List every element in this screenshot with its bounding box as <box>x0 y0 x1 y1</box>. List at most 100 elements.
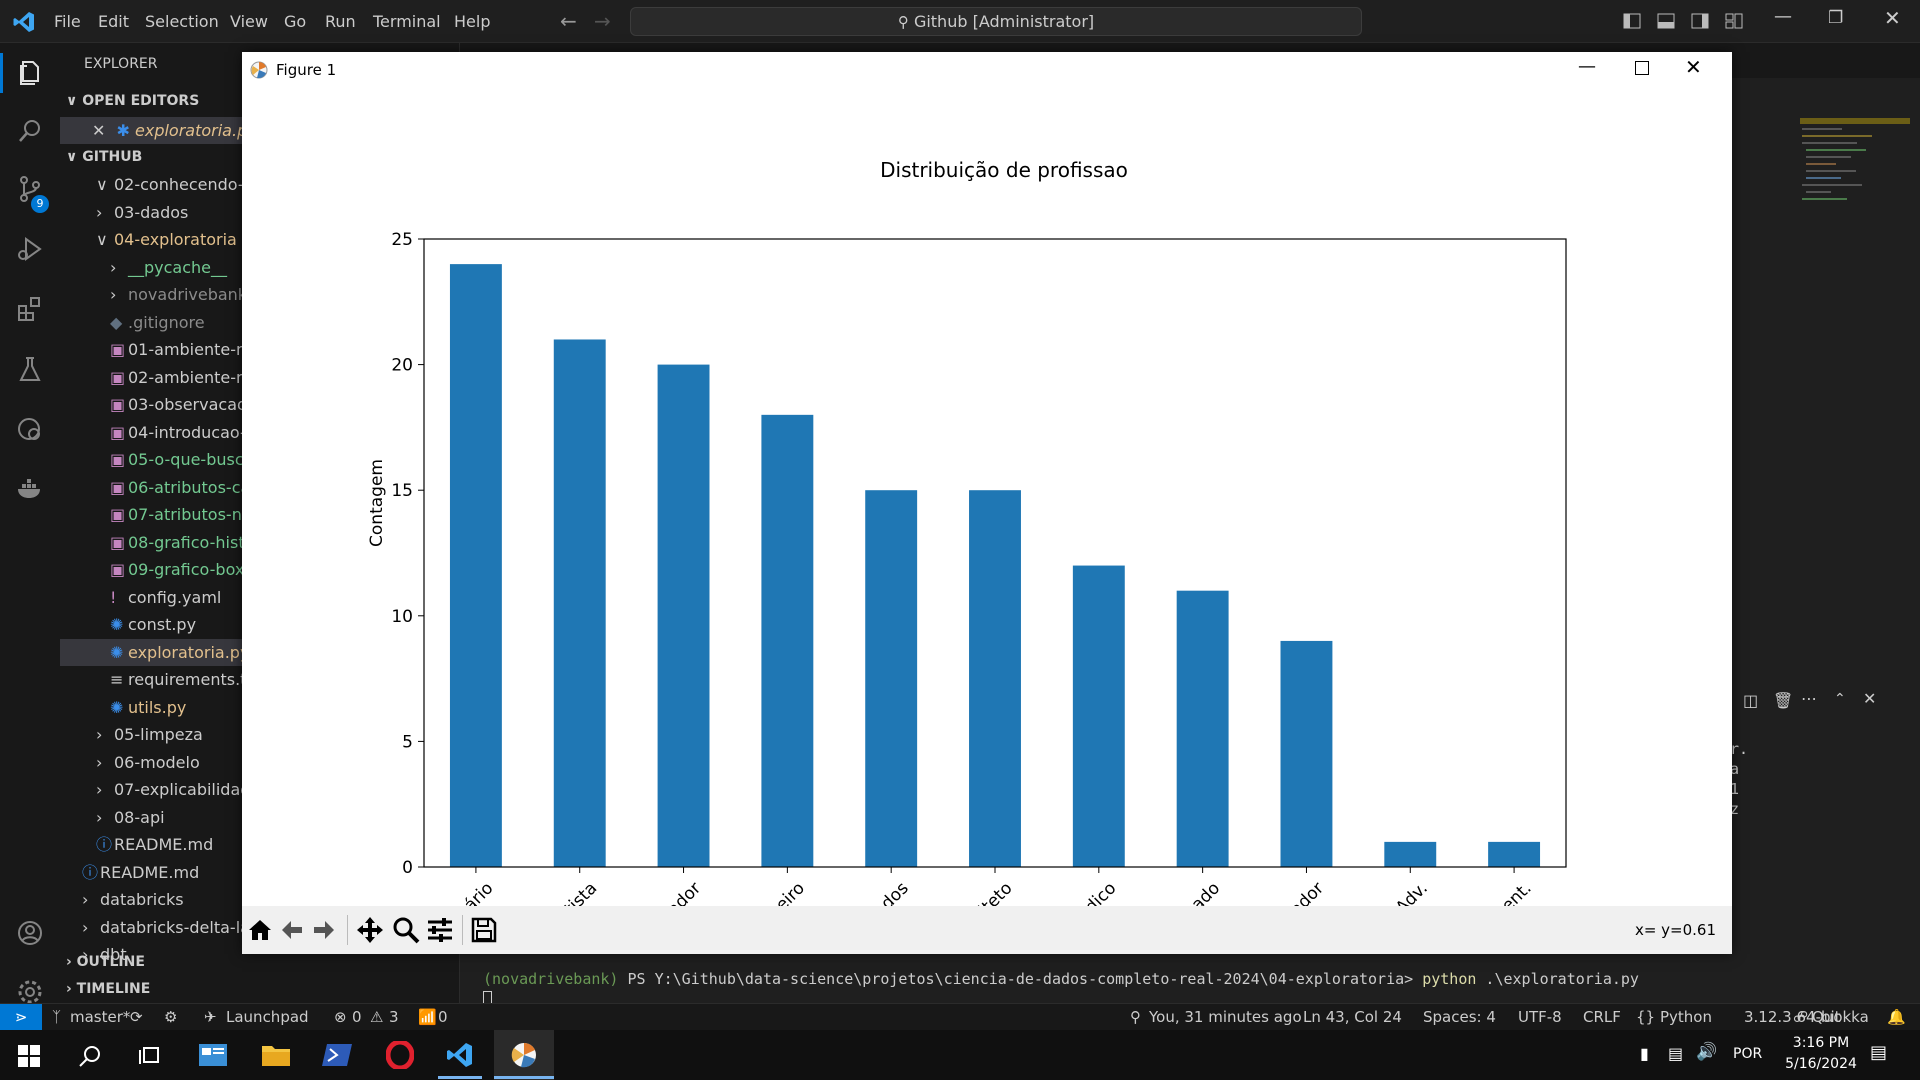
more-actions-icon[interactable]: ⋯ <box>1801 689 1817 708</box>
search-icon[interactable] <box>10 111 50 151</box>
ports-icon[interactable]: 📶 <box>418 1008 437 1026</box>
minimize-icon[interactable]: — <box>1774 6 1792 27</box>
cursor-position[interactable]: Ln 43, Col 24 <box>1303 1008 1402 1026</box>
settings-gear-icon[interactable] <box>10 972 50 1012</box>
tree-file[interactable]: ▣ 03-observacao. <box>60 391 460 418</box>
menu-help[interactable]: Help <box>454 12 491 31</box>
git-graph-icon[interactable]: ⚙ <box>164 1008 178 1026</box>
launchpad-icon[interactable]: ✈ <box>204 1008 217 1026</box>
tree-file[interactable]: ▣ 07-atributos-nu <box>60 501 460 528</box>
save-icon[interactable] <box>470 916 498 944</box>
branch-name[interactable]: master* <box>70 1008 131 1026</box>
tree-file[interactable]: ⓘ README.md <box>60 859 460 886</box>
menu-file[interactable]: File <box>54 12 81 31</box>
app-icon[interactable] <box>199 1042 227 1068</box>
tree-folder[interactable]: › databricks <box>60 886 460 913</box>
language-mode[interactable]: Python <box>1660 1008 1712 1026</box>
encoding[interactable]: UTF-8 <box>1518 1008 1562 1026</box>
opera-icon[interactable] <box>385 1039 415 1071</box>
open-editors-header[interactable]: ∨ OPEN EDITORS <box>66 93 200 109</box>
tree-file[interactable]: ▣ 09-grafico-boxp <box>60 556 460 583</box>
split-terminal-icon[interactable]: ◫ <box>1743 691 1759 710</box>
tree-folder[interactable]: › 08-api <box>60 804 460 831</box>
figure-maximize-icon[interactable] <box>1635 61 1649 75</box>
windows-start-icon[interactable] <box>18 1045 40 1067</box>
minimap[interactable] <box>1790 113 1920 243</box>
menu-terminal[interactable]: Terminal <box>373 12 441 31</box>
tree-folder[interactable]: › 05-limpeza <box>60 721 460 748</box>
tree-file[interactable]: ✺ utils.py <box>60 694 460 721</box>
menu-edit[interactable]: Edit <box>98 12 129 31</box>
matplotlib-taskbar-icon[interactable] <box>510 1041 538 1069</box>
explorer-icon[interactable] <box>10 53 50 93</box>
tree-file[interactable]: ▣ 08-grafico-histo <box>60 529 460 556</box>
errors-icon[interactable]: ⊗ <box>334 1008 347 1026</box>
configure-subplots-icon[interactable] <box>426 916 454 944</box>
input-language[interactable]: POR <box>1733 1046 1763 1062</box>
file-explorer-icon[interactable] <box>262 1042 290 1068</box>
restore-icon[interactable]: ❐ <box>1828 8 1844 28</box>
python-interpreter[interactable]: 3.12.3 64-bit <box>1744 1008 1841 1026</box>
extensions-icon[interactable] <box>10 289 50 329</box>
tree-folder[interactable]: › 06-modelo <box>60 749 460 776</box>
vscode-taskbar-icon[interactable] <box>446 1041 474 1069</box>
action-center-icon[interactable]: ▤ <box>1870 1042 1888 1063</box>
tree-file[interactable]: ◆ .gitignore <box>60 309 460 336</box>
zoom-icon[interactable] <box>392 916 420 944</box>
figure-close-icon[interactable]: ✕ <box>1685 55 1702 79</box>
tree-folder[interactable]: › 03-dados <box>60 199 460 226</box>
menu-go[interactable]: Go <box>284 12 307 31</box>
workspace-root-header[interactable]: ∨ GITHUB <box>66 149 143 165</box>
tree-file[interactable]: ▣ 06-atributos-ca <box>60 474 460 501</box>
testing-icon[interactable] <box>10 349 50 389</box>
nav-back-icon[interactable]: ← <box>560 9 577 33</box>
indentation[interactable]: Spaces: 4 <box>1423 1008 1496 1026</box>
sync-icon[interactable]: ⟳ <box>130 1008 143 1026</box>
tree-folder[interactable]: › novadrivebank <box>60 281 460 308</box>
figure-minimize-icon[interactable]: — <box>1578 56 1596 77</box>
battery-icon[interactable]: ▮ <box>1640 1044 1649 1063</box>
volume-icon[interactable]: 🔊 <box>1696 1042 1718 1062</box>
docker-icon[interactable] <box>10 469 50 509</box>
nav-forward-icon[interactable]: → <box>594 9 611 33</box>
close-editor-icon[interactable]: ✕ <box>92 121 106 140</box>
home-icon[interactable] <box>246 916 274 944</box>
line-endings[interactable]: CRLF <box>1583 1008 1621 1026</box>
tree-folder[interactable]: › databricks-delta-lak <box>60 914 460 941</box>
maximize-panel-icon[interactable]: ⌃ <box>1834 691 1846 707</box>
command-center[interactable]: ⚲ Github [Administrator] <box>630 7 1362 36</box>
menu-run[interactable]: Run <box>325 12 356 31</box>
git-blame[interactable]: You, 31 minutes ago <box>1149 1008 1302 1026</box>
tree-file[interactable]: ▣ 04-introducao- <box>60 419 460 446</box>
tree-folder[interactable]: ∨ 02-conhecendo- <box>60 171 460 198</box>
remote-explorer-icon[interactable] <box>10 409 50 449</box>
search-icon[interactable] <box>78 1044 102 1068</box>
tree-file[interactable]: ✺ const.py <box>60 611 460 638</box>
accounts-icon[interactable] <box>10 913 50 953</box>
run-debug-icon[interactable] <box>10 229 50 269</box>
tree-file[interactable]: ▣ 01-ambiente-n <box>60 336 460 363</box>
kill-terminal-icon[interactable]: 🗑 <box>1773 691 1794 710</box>
tree-folder[interactable]: › __pycache__ <box>60 254 460 281</box>
layout-toggle-icons[interactable] <box>1622 12 1752 32</box>
network-icon[interactable]: ▤ <box>1668 1044 1684 1063</box>
tree-folder[interactable]: ∨ 04-exploratoria <box>60 226 460 253</box>
tree-folder[interactable]: › 07-explicabilidad <box>60 776 460 803</box>
pan-icon[interactable] <box>356 916 384 944</box>
close-panel-icon[interactable]: ✕ <box>1863 689 1877 708</box>
warnings-icon[interactable]: ⚠ <box>370 1008 384 1026</box>
tree-file[interactable]: ▣ 02-ambiente-n <box>60 364 460 391</box>
clock-date[interactable]: 5/16/2024 <box>1785 1056 1857 1072</box>
tree-file[interactable]: ⓘ README.md <box>60 831 460 858</box>
tree-file[interactable]: ≡ requirements.tx <box>60 666 460 693</box>
remote-indicator[interactable]: ⋗ <box>0 1004 42 1030</box>
close-icon[interactable]: ✕ <box>1884 6 1901 30</box>
launchpad-label[interactable]: Launchpad <box>226 1008 309 1026</box>
forward-icon[interactable] <box>310 916 338 944</box>
terminal-output[interactable]: (novadrivebank) PS Y:\Github\data-scienc… <box>483 969 1733 1009</box>
outline-header[interactable]: › OUTLINE <box>66 954 145 970</box>
quokka-label[interactable]: Quokka <box>1812 1008 1869 1026</box>
back-icon[interactable] <box>278 916 306 944</box>
tree-file[interactable]: ! config.yaml <box>60 584 460 611</box>
timeline-header[interactable]: › TIMELINE <box>66 981 151 997</box>
